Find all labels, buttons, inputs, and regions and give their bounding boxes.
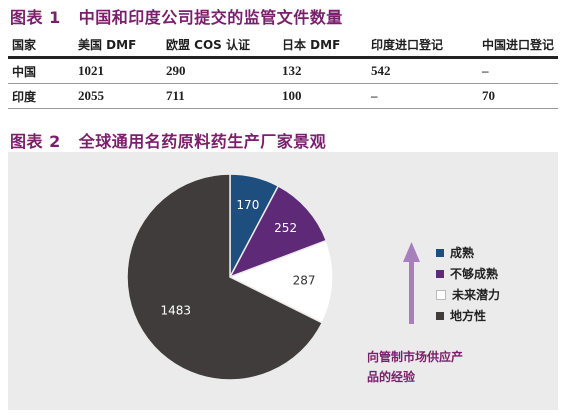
cell-us-dmf: 1021 bbox=[78, 63, 104, 78]
table-title: 图表 1 中国和印度公司提交的监管文件数量 bbox=[10, 4, 343, 28]
cell-japan-dmf: 100 bbox=[282, 88, 302, 103]
legend-item: 地方性 bbox=[436, 305, 500, 326]
chart-number: 图表 2 bbox=[10, 132, 61, 151]
cell-eu-cos: 711 bbox=[166, 88, 185, 103]
legend-swatch bbox=[436, 248, 444, 257]
slice-value-label: 1483 bbox=[160, 304, 191, 318]
table-row: 印度 2055 711 100 – 70 bbox=[8, 84, 558, 109]
slice-value-label: 287 bbox=[293, 274, 316, 288]
legend-item: 未来潜力 bbox=[436, 284, 500, 305]
legend-label: 地方性 bbox=[450, 309, 487, 323]
legend-label: 成熟 bbox=[450, 246, 475, 260]
legend-label: 未来潜力 bbox=[452, 288, 501, 302]
pie-slice-4 bbox=[126, 173, 324, 381]
legend-item: 不够成熟 bbox=[436, 263, 500, 284]
pie-slice-3 bbox=[228, 239, 334, 324]
legend-item: 成熟 bbox=[436, 242, 500, 263]
chart-title-text: 全球通用名药原料药生产厂家景观 bbox=[78, 132, 327, 151]
header-china-import: 中国进口登记 bbox=[482, 37, 555, 52]
header-india-import: 印度进口登记 bbox=[371, 37, 444, 52]
header-us-dmf: 美国 DMF bbox=[78, 37, 137, 52]
cell-eu-cos: 290 bbox=[166, 63, 186, 78]
table-header-row: 国家 美国 DMF 欧盟 COS 认证 日本 DMF 印度进口登记 中国进口登记 bbox=[8, 32, 558, 58]
table-title-text: 中国和印度公司提交的监管文件数量 bbox=[78, 8, 343, 27]
cell-japan-dmf: 132 bbox=[282, 63, 302, 78]
chart-title: 图表 2 全球通用名药原料药生产厂家景观 bbox=[10, 128, 326, 152]
table-row: 中国 1021 290 132 542 – bbox=[8, 58, 558, 84]
header-country: 国家 bbox=[12, 37, 37, 52]
legend-label: 不够成熟 bbox=[450, 267, 499, 281]
chart-legend: 成熟不够成熟未来潜力地方性 bbox=[436, 242, 500, 326]
legend-swatch bbox=[436, 311, 444, 320]
regulatory-filings-table: 国家 美国 DMF 欧盟 COS 认证 日本 DMF 印度进口登记 中国进口登记… bbox=[8, 32, 558, 109]
cell-country: 印度 bbox=[12, 89, 37, 104]
cell-india-import: – bbox=[371, 88, 378, 103]
header-japan-dmf: 日本 DMF bbox=[282, 37, 341, 52]
legend-swatch bbox=[436, 269, 444, 278]
cell-china-import: 70 bbox=[482, 88, 495, 103]
cell-country: 中国 bbox=[12, 64, 37, 79]
cell-china-import: – bbox=[482, 63, 489, 78]
legend-swatch bbox=[436, 289, 446, 300]
header-eu-cos: 欧盟 COS 认证 bbox=[166, 37, 251, 52]
pie-slice-2 bbox=[228, 184, 328, 279]
slice-value-label: 252 bbox=[274, 221, 297, 235]
cell-india-import: 542 bbox=[371, 63, 391, 78]
slice-value-label: 170 bbox=[236, 198, 259, 212]
arrow-shaft bbox=[409, 258, 414, 324]
arrow-note: 向管制市场供应产品的经验 bbox=[367, 350, 464, 384]
table-number: 图表 1 bbox=[10, 8, 61, 27]
arrow-up-icon bbox=[403, 242, 420, 262]
cell-us-dmf: 2055 bbox=[78, 88, 104, 103]
